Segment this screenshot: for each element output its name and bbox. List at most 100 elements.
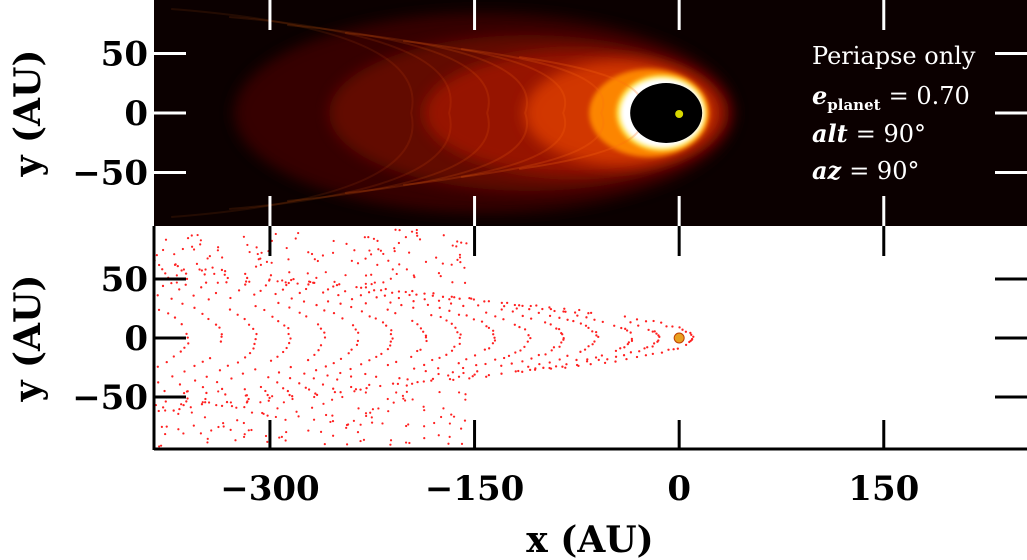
scatter-point [52,419,54,421]
scatter-point [180,323,183,326]
scatter-point [405,390,408,393]
scatter-point [172,409,175,412]
scatter-point [27,268,29,270]
scatter-point [541,307,544,311]
scatter-point [286,389,290,393]
scatter-point [355,285,358,289]
scatter-point [456,240,459,243]
heatmap-glow [171,8,735,218]
scatter-point [360,310,364,313]
scatter-point [651,352,654,356]
scatter-point [247,397,250,401]
scatter-point [13,246,15,248]
scatter-point [521,360,524,363]
scatter-point [321,291,325,294]
scatter-point [323,336,327,339]
scatter-point [207,317,210,321]
scatter-point [538,362,541,366]
scatter-point [493,336,496,339]
scatter-point [310,252,314,256]
scatter-point [416,323,419,326]
scatter-point [637,324,640,327]
scatter-point [364,274,368,277]
scatter-point [404,290,407,294]
scatter-point [620,326,623,330]
scatter-point [376,239,379,242]
scatter-point [264,389,267,393]
scatter-point [214,323,218,326]
scatter-point [290,297,293,300]
scatter-point [398,263,401,266]
scatter-point [623,346,626,349]
scatter-point [149,328,151,330]
scatter-point [89,283,91,285]
scatter-point [523,328,527,331]
scatter-point [269,274,273,277]
scatter-point [294,237,297,240]
scatter-point [19,260,21,262]
scatter-point [229,296,232,300]
scatter-point [192,248,196,251]
scatter-point [653,330,656,333]
scatter-point [135,374,137,376]
scatter-point [558,316,561,319]
scatter-point [185,277,189,281]
scatter-point [381,321,385,324]
scatter-point [319,327,323,330]
scatter-point [422,330,425,333]
scatter-point [425,339,428,343]
x-axis-label: x (AU) [526,519,653,560]
scatter-point [635,355,639,359]
scatter-point [316,323,320,326]
scatter-point [560,341,563,344]
scatter-point [252,347,255,350]
scatter-point [159,444,163,447]
scatter-point [391,291,394,294]
top-ytick-label-1: 0 [124,94,148,134]
scatter-point [384,287,387,291]
scatter-point [572,319,575,323]
scatter-point [60,413,62,415]
scatter-point [177,428,180,431]
scatter-point [230,405,234,408]
scatter-point [36,255,38,257]
scatter-point [217,425,220,429]
scatter-point [244,272,247,276]
scatter-point [267,376,270,379]
scatter-point [529,336,532,340]
scatter-point [463,281,467,284]
glow-striation-6 [171,8,414,218]
scatter-point [359,294,363,297]
scatter-point [410,355,413,359]
scatter-point [287,281,290,285]
scatter-point [644,320,648,323]
scatter-point [585,316,588,319]
scatter-point [304,386,307,389]
scatter-point [248,250,251,254]
scatter-point [396,382,400,386]
scatter-point [253,293,256,296]
scatter-point [395,272,398,276]
scatter-point [246,276,249,280]
scatter-point [591,330,594,333]
scatter-point [464,393,467,396]
scatter-point [359,286,363,289]
scatter-point [353,249,356,252]
scatter-point [657,339,660,342]
scatter-point [132,314,134,316]
scatter-point [586,358,589,361]
scatter-point [463,266,466,269]
scatter-point [448,422,451,425]
scatter-point [347,352,350,355]
scatter-point [217,390,220,393]
scatter-point [165,360,168,364]
scatter-point [510,362,513,365]
scatter-point [330,398,334,401]
scatter-point [638,350,641,353]
scatter-point [448,377,452,381]
scatter-point [457,313,461,316]
scatter-point [500,301,503,305]
scatter-point [413,276,416,279]
scatter-point [43,408,45,410]
scatter-point [379,289,383,292]
